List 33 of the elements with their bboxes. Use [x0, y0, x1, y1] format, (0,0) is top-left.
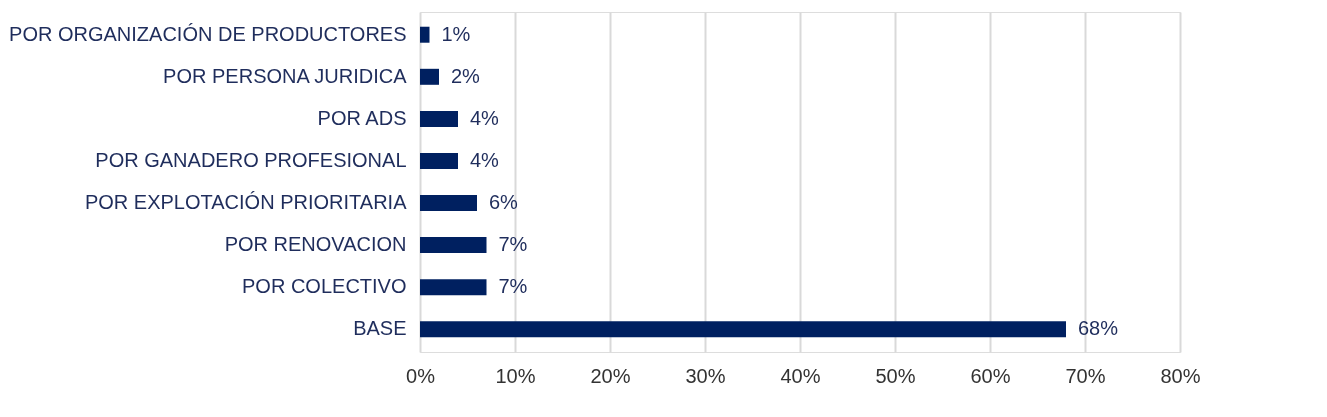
data-label: 6%: [489, 191, 519, 214]
bar: [420, 321, 1066, 338]
y-tick-label: POR RENOVACION: [224, 233, 407, 256]
x-tick-label: 80%: [1160, 364, 1201, 387]
x-tick-label: 60%: [970, 364, 1011, 387]
x-tick-label: 30%: [685, 364, 726, 387]
y-tick-label: BASE: [353, 317, 407, 340]
x-tick-label: 10%: [495, 364, 536, 387]
data-label: 1%: [441, 22, 471, 45]
bar: [420, 68, 439, 85]
data-label: 4%: [470, 148, 500, 171]
x-tick-label: 20%: [590, 364, 631, 387]
y-tick-label: POR PERSONA JURIDICA: [163, 64, 408, 87]
x-tick-label: 0%: [406, 364, 436, 387]
x-tick-label: 50%: [875, 364, 916, 387]
x-tick-label: 40%: [780, 364, 821, 387]
bar: [420, 279, 487, 296]
y-tick-label: POR COLECTIVO: [242, 275, 407, 298]
bar: [420, 152, 458, 169]
bar: [420, 26, 430, 43]
y-tick-label: POR ORGANIZACIÓN DE PRODUCTORES: [9, 22, 407, 45]
y-tick-label: POR EXPLOTACIÓN PRIORITARIA: [84, 191, 408, 214]
x-tick-label: 70%: [1065, 364, 1106, 387]
data-label: 4%: [470, 106, 500, 129]
y-tick-label: POR ADS: [317, 106, 407, 129]
data-label: 2%: [451, 64, 481, 87]
data-label: 7%: [498, 233, 528, 256]
data-label: 7%: [498, 275, 528, 298]
bar: [420, 237, 487, 254]
bar: [420, 110, 458, 127]
y-tick-label: POR GANADERO PROFESIONAL: [95, 148, 407, 171]
bar: [420, 195, 477, 212]
data-label: 68%: [1078, 317, 1119, 340]
